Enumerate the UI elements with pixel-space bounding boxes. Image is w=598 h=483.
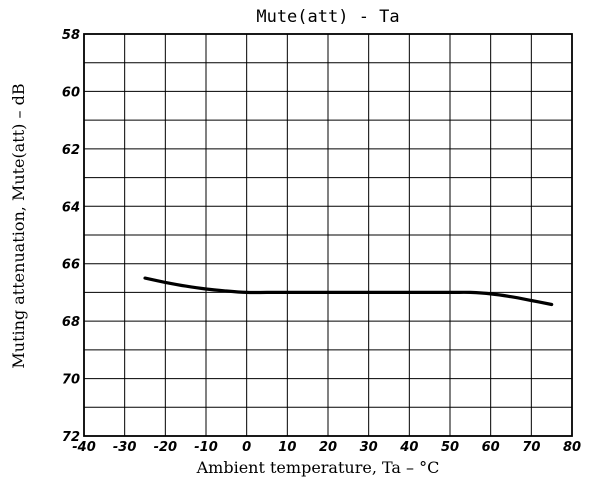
x-tick-label: -20 xyxy=(154,440,178,455)
grid xyxy=(83,33,573,437)
x-tick-label: 30 xyxy=(360,440,378,455)
y-tick-label: 62 xyxy=(62,143,80,158)
x-tick-label: -30 xyxy=(113,440,137,455)
y-tick-label: 60 xyxy=(62,85,80,100)
y-tick-label: 70 xyxy=(62,373,80,388)
x-tick-label: -10 xyxy=(194,440,218,455)
y-axis-label: Muting attenuation, Mute(att) – dB xyxy=(9,83,28,368)
series-line xyxy=(143,276,554,307)
x-tick-label: 0 xyxy=(242,440,251,455)
y-tick-label: 64 xyxy=(62,200,80,215)
y-tick-label: 58 xyxy=(62,28,80,43)
x-tick-label: 70 xyxy=(522,440,540,455)
x-tick-label: 20 xyxy=(319,440,337,455)
plot-frame xyxy=(83,33,573,437)
y-tick-label: 72 xyxy=(62,430,80,445)
y-tick-label: 68 xyxy=(62,315,80,330)
tick-labels: -40 -30 -20 -10 0 10 20 30 40 50 60 70 80 58 60 62 64 66 6… xyxy=(62,28,581,455)
chart-title: Mute(att) - Ta xyxy=(256,7,399,27)
x-tick-label: 60 xyxy=(482,440,500,455)
x-tick-label: -40 xyxy=(72,440,96,455)
x-tick-label: 10 xyxy=(278,440,296,455)
y-tick-label: 66 xyxy=(62,258,80,273)
x-tick-label: 40 xyxy=(399,440,418,455)
x-axis-label: Ambient temperature, Ta – °C xyxy=(196,458,440,477)
series-layer xyxy=(143,276,554,307)
x-tick-label: 50 xyxy=(441,440,459,455)
x-tick-label: 80 xyxy=(563,440,581,455)
